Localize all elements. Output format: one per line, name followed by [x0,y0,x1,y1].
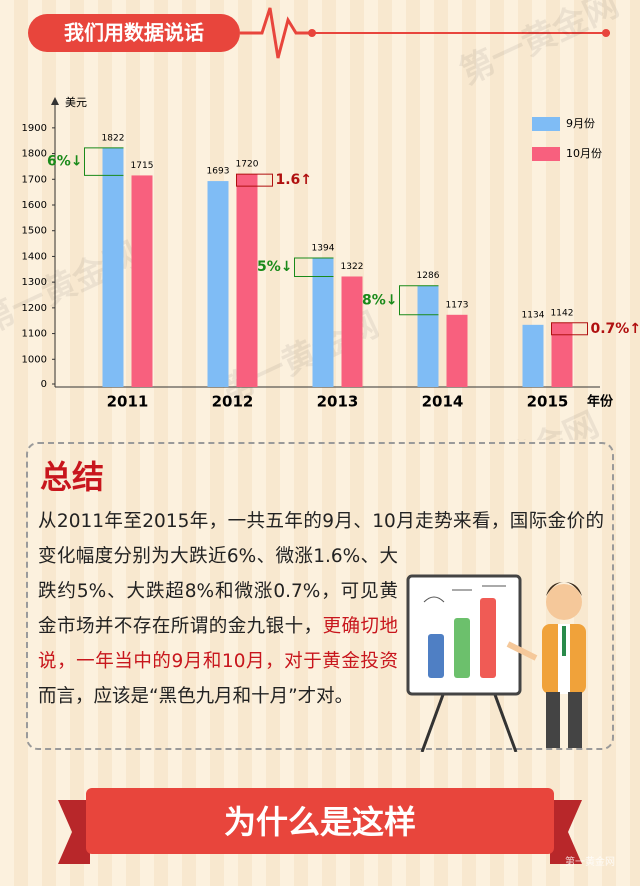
logo: 第一黄金网 [565,855,615,868]
summary-end: 而言，应该是“黑色九月和十月”才对。 [38,686,354,707]
annotation-bracket [294,257,334,277]
bar [236,174,258,387]
bar [417,285,439,387]
value-label: 1134 [522,310,545,320]
annotation: 1.6↑ [276,172,313,188]
annotation-box [551,322,588,336]
bar [207,181,229,387]
x-axis-label: 年份 [587,394,614,410]
heartbeat-line [240,7,312,59]
annotation: 0.7%↑ [591,321,640,337]
value-label: 1720 [236,160,259,170]
value-label: 1286 [417,271,440,281]
value-label: 1173 [446,300,469,310]
x-tick-label: 2011 [107,393,149,411]
ribbon-end [550,800,582,864]
header-title: 我们用数据说话 [64,21,204,45]
bar [522,324,544,387]
annotation-bracket [399,285,439,316]
x-tick-label: 2013 [317,393,359,411]
annotation: 8%↓ [362,292,398,308]
y-tick-label: 1900 [22,123,47,134]
banner-title: 为什么是这样 [224,803,416,841]
y-tick-label: 1200 [22,303,47,314]
chart: 我们用数据说话 第一黄金网第一黄金网第一黄金网第一黄金网第一黄金网第一黄金网美元… [0,0,640,440]
legend-label: 10月份 [566,147,602,160]
summary-highlight: 更确切地说，一年当中的9月和10月，对于黄金投资 [38,616,398,672]
y-tick-label: 1300 [22,277,47,288]
y-tick-label: 1500 [22,226,47,237]
bar [551,322,573,387]
value-label: 1693 [207,167,230,177]
footer: 为什么是这样 第一黄金网 [58,788,615,868]
annotation-box [236,173,273,187]
y-axis-arrow [51,97,59,105]
illustration [406,574,586,752]
y-tick-label: 1600 [22,200,47,211]
x-tick-label: 2015 [527,393,569,411]
summary-box: 总结 从2011年至2015年，一共五年的9月、10月走势来看，国际金价的变化幅… [26,442,614,752]
header-pill [28,14,240,52]
y-tick-label: 1700 [22,174,47,185]
value-label: 1715 [131,161,154,171]
ribbon-end [58,800,90,864]
legend-swatch [532,147,560,161]
summary-title: 总结 [40,458,105,496]
value-label: 1394 [312,243,335,253]
bar [341,276,363,387]
annotation: 6%↓ [47,154,83,170]
y-axis-label: 美元 [65,96,87,109]
y-tick-label: 1800 [22,149,47,160]
value-label: 1322 [341,262,364,272]
bar [131,175,153,387]
banner [86,788,554,854]
y-tick-label: 1400 [22,251,47,262]
annotation-bracket [84,147,124,176]
y-tick-label: 0 [41,379,47,390]
annotation: 5%↓ [257,259,293,275]
value-label: 1142 [551,308,574,318]
x-tick-label: 2012 [212,393,254,411]
summary-text: 从2011年至2015年，一共五年的9月、10月走势来看，国际金价的变化幅度分别… [38,504,604,752]
legend-swatch [532,117,560,131]
header-dot [602,29,610,37]
value-label: 1822 [102,133,125,143]
header-dot [308,29,316,37]
bar [102,147,124,387]
bar [312,257,334,387]
summary-plain: 从2011年至2015年，一共五年的9月、10月走势来看，国际金价的变化幅度分别… [38,511,604,637]
x-tick-label: 2014 [422,393,464,411]
y-tick-label: 1000 [22,354,47,365]
y-tick-label: 1100 [22,329,47,340]
bar [446,314,468,387]
watermark: 第一黄金网 [454,0,625,93]
legend-label: 9月份 [566,117,595,130]
